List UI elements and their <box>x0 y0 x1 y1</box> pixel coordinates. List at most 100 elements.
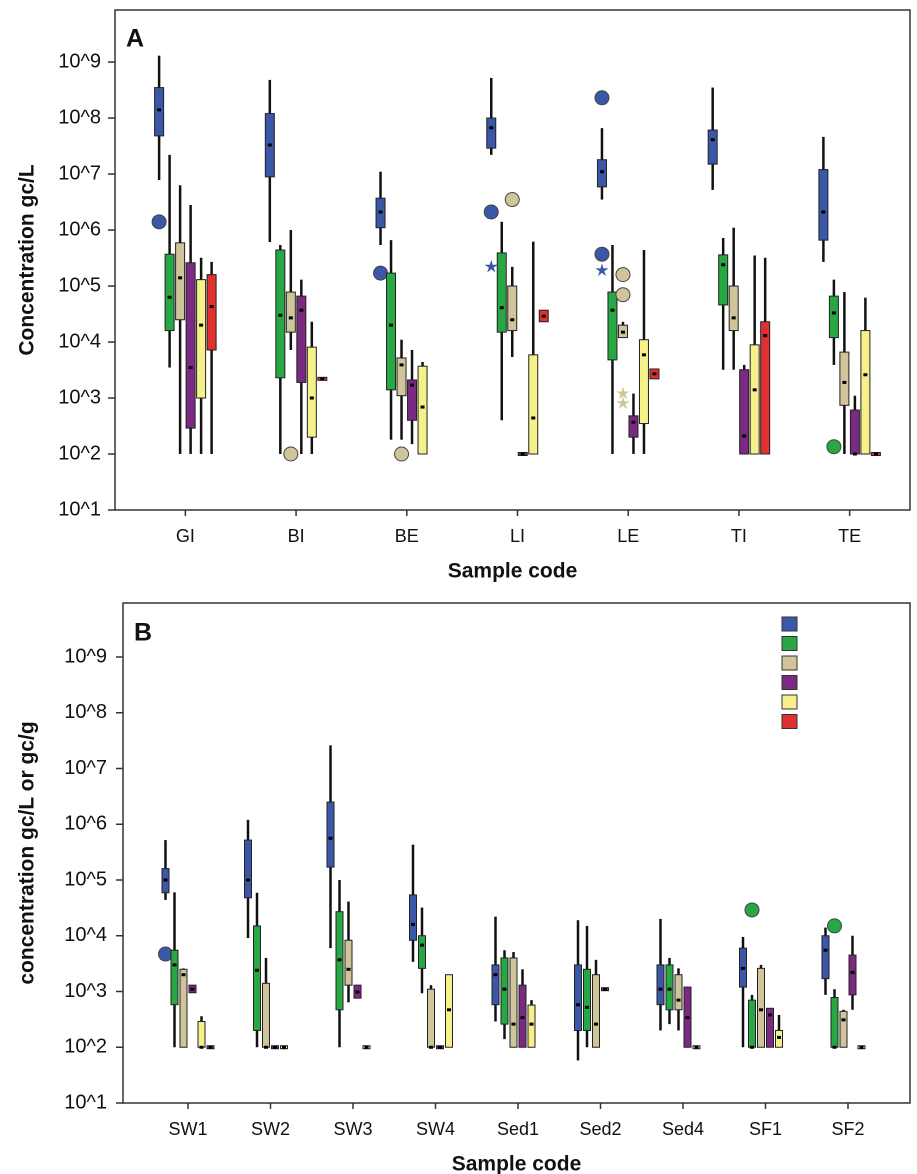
x-axis-label: Sample code <box>452 1153 582 1174</box>
x-tick-label: SW1 <box>168 1119 207 1139</box>
outlier <box>151 214 167 230</box>
box <box>197 1020 206 1048</box>
extreme <box>616 396 630 410</box>
outlier <box>594 246 610 262</box>
extreme <box>484 259 498 273</box>
y-tick-label: 10^7 <box>58 162 101 184</box>
y-tick-label: 10^8 <box>64 701 107 723</box>
x-tick-label: TE <box>838 526 861 546</box>
box <box>728 285 739 332</box>
outlier <box>826 439 842 455</box>
box <box>583 968 591 1031</box>
y-tick-label: 10^5 <box>58 274 101 296</box>
box <box>418 935 426 969</box>
legend-swatch <box>781 675 798 690</box>
panel-label: A <box>126 25 144 53</box>
box <box>306 346 317 438</box>
x-tick-label: TI <box>731 526 747 546</box>
box <box>344 939 353 986</box>
panel-label: B <box>134 619 152 647</box>
y-tick-label: 10^2 <box>64 1036 107 1058</box>
outlier <box>615 267 631 283</box>
legend-swatch <box>781 714 798 729</box>
legend-swatch <box>781 616 798 632</box>
box <box>185 262 196 429</box>
box <box>427 988 435 1048</box>
box <box>154 87 165 137</box>
box <box>326 801 335 868</box>
box <box>528 354 539 455</box>
x-tick-label: SW3 <box>333 1119 372 1139</box>
box <box>718 254 729 306</box>
box <box>417 365 428 455</box>
y-tick-label: 10^1 <box>64 1091 107 1113</box>
x-tick-label: GI <box>176 526 195 546</box>
box <box>749 344 760 455</box>
box <box>285 291 296 333</box>
box <box>527 1004 536 1048</box>
outlier <box>283 446 299 462</box>
box <box>839 1010 848 1048</box>
outlier <box>827 918 842 934</box>
box <box>707 129 718 165</box>
box <box>766 1007 774 1048</box>
y-tick-label: 10^3 <box>64 980 107 1002</box>
outlier <box>504 192 520 208</box>
box <box>739 369 750 455</box>
box <box>262 982 270 1048</box>
y-tick-label: 10^6 <box>64 813 107 835</box>
box <box>486 117 497 149</box>
x-tick-label: LE <box>617 526 639 546</box>
box <box>674 974 683 1011</box>
x-tick-label: BI <box>288 526 305 546</box>
box <box>496 252 507 333</box>
box <box>592 974 600 1048</box>
box <box>296 295 307 383</box>
x-tick-label: Sed4 <box>662 1119 704 1139</box>
outlier <box>158 946 173 962</box>
box <box>206 274 217 351</box>
box <box>253 925 261 1031</box>
box <box>509 957 518 1048</box>
box <box>828 295 839 339</box>
outlier <box>615 287 631 303</box>
y-axis-label: Concentration gc/L <box>16 164 39 356</box>
box <box>491 964 500 1006</box>
x-tick-label: SW2 <box>251 1119 290 1139</box>
y-tick-label: 10^4 <box>58 330 101 352</box>
x-tick-label: Sed1 <box>497 1119 539 1139</box>
box <box>818 169 829 241</box>
y-tick-label: 10^7 <box>64 757 107 779</box>
box <box>760 321 771 455</box>
box <box>628 415 639 438</box>
x-tick-label: SW4 <box>416 1119 455 1139</box>
legend-swatch <box>781 655 798 671</box>
outlier <box>483 204 499 220</box>
box <box>656 964 665 1006</box>
box <box>748 999 756 1048</box>
x-tick-label: SF1 <box>749 1119 782 1139</box>
outlier <box>373 265 389 281</box>
box <box>830 997 839 1048</box>
box <box>638 339 649 425</box>
outlier <box>744 902 760 918</box>
box <box>757 967 765 1048</box>
box <box>596 159 607 188</box>
plot-frame <box>114 9 911 511</box>
outlier <box>394 446 410 462</box>
box <box>574 964 582 1031</box>
y-tick-label: 10^2 <box>58 442 101 464</box>
box <box>839 351 850 406</box>
legend-swatch <box>781 636 798 651</box>
extreme <box>595 263 609 277</box>
box <box>409 894 417 941</box>
box <box>665 964 674 1011</box>
legend-swatch <box>781 694 798 710</box>
x-tick-label: LI <box>510 526 525 546</box>
box <box>164 253 175 332</box>
box <box>607 291 618 361</box>
y-tick-label: 10^4 <box>64 924 107 946</box>
box <box>396 357 407 397</box>
